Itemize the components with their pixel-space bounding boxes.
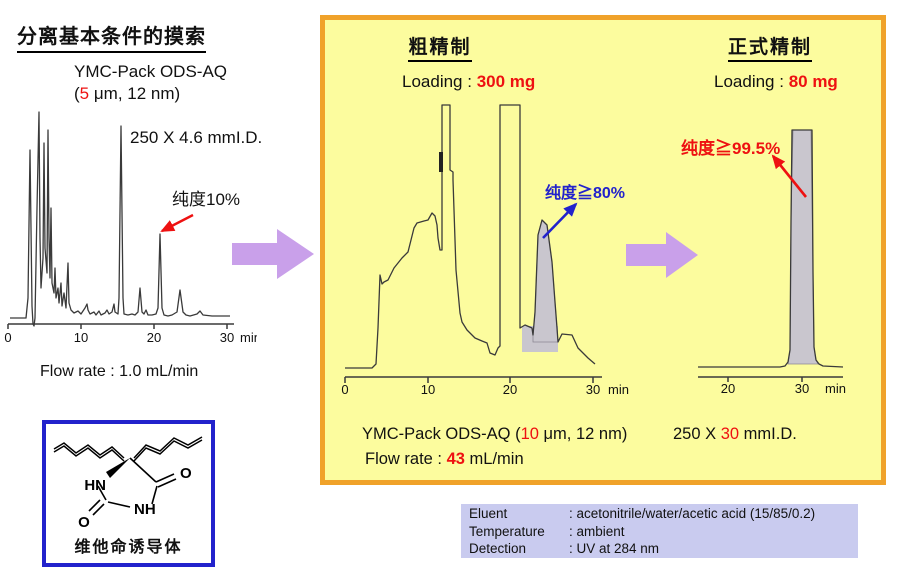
- atom-labels: HN NH O O: [78, 465, 192, 530]
- crude-chromatogram-chart: 0 10 20 30 min: [341, 104, 629, 397]
- final-loading-label: Loading : 80 mg: [714, 72, 838, 91]
- crude-purity-annotation: 纯度≧80%: [545, 185, 626, 202]
- specs-rest: μm, 12 nm): [89, 84, 181, 103]
- molecule-caption: 维他命诱导体: [74, 539, 183, 556]
- trace-artifact: [439, 152, 443, 172]
- condition-value: : acetonitrile/water/acetic acid (15/85/…: [569, 506, 816, 521]
- hydantoin-ring: [88, 457, 177, 516]
- x-unit-label: min: [608, 382, 629, 397]
- atom-hn: HN: [84, 477, 106, 494]
- atom-o1: O: [78, 514, 90, 530]
- x-tick-30: 30: [586, 382, 600, 397]
- x-axis: 20 30 min: [698, 376, 846, 396]
- condition-value: : UV at 284 nm: [569, 541, 660, 556]
- x-tick-10: 10: [74, 330, 88, 345]
- right-arrow-icon-2: [626, 232, 698, 278]
- x-unit-label: min: [825, 381, 846, 396]
- condition-row-temperature: Temperature : ambient: [469, 523, 858, 541]
- final-dimension-label: 250 X 30 mmI.D.: [673, 425, 797, 443]
- x-tick-10: 10: [421, 382, 435, 397]
- flow-rate-label-analytical: Flow rate : 1.0 mL/min: [40, 363, 199, 380]
- final-loading-value: 80 mg: [788, 72, 838, 91]
- column-dimensions-label: 250 X 4.6 mmI.D.: [130, 128, 263, 147]
- polyene-chains: [53, 436, 203, 462]
- chromatogram-trace: [698, 129, 844, 368]
- x-axis: 0 10 20 30 min: [4, 323, 257, 345]
- blue-arrow-icon: [542, 202, 578, 239]
- condition-label: Eluent: [469, 506, 508, 521]
- condition-row-detection: Detection : UV at 284 nm: [469, 540, 858, 558]
- condition-label: Detection: [469, 541, 527, 556]
- purification-process-box: [320, 15, 886, 485]
- crude-column-label: YMC-Pack ODS-AQ (10 μm, 12 nm): [362, 425, 628, 443]
- final-column-id: 30: [720, 425, 740, 443]
- analytical-chromatogram-chart: 0 10 20 30 min: [4, 111, 257, 345]
- chromatogram-trace: [10, 111, 230, 327]
- x-tick-20: 20: [721, 381, 735, 396]
- column-specs: (5 μm, 12 nm): [74, 84, 180, 104]
- atom-o2: O: [180, 465, 192, 482]
- x-tick-30: 30: [220, 330, 234, 345]
- x-tick-20: 20: [503, 382, 517, 397]
- crude-section-title: 粗精制: [360, 32, 520, 62]
- crude-particle-size: 10: [520, 425, 539, 443]
- crude-flow-value: 43: [446, 450, 465, 468]
- chromatogram-trace: [345, 104, 596, 369]
- condition-label: Temperature: [469, 523, 545, 539]
- page-title: 分离基本条件的摸索: [17, 20, 206, 53]
- crude-loading-value: 300 mg: [476, 72, 536, 91]
- red-arrow-icon: [160, 213, 194, 233]
- red-arrow-icon-2: [771, 154, 808, 198]
- right-arrow-icon: [232, 229, 314, 279]
- x-tick-30: 30: [795, 381, 809, 396]
- final-section-title: 正式精制: [690, 32, 850, 62]
- crude-loading-label: Loading : 300 mg: [402, 72, 536, 91]
- final-chromatogram-chart: 20 30 min: [698, 129, 846, 396]
- x-tick-20: 20: [147, 330, 161, 345]
- purity-annotation-analytical: 纯度10%: [172, 190, 241, 209]
- column-name: YMC-Pack ODS-AQ: [74, 62, 228, 81]
- molecule-structure-drawing: HN NH O O: [53, 436, 203, 530]
- x-axis: 0 10 20 30 min: [341, 376, 629, 397]
- atom-nh: NH: [134, 501, 156, 518]
- x-tick-0: 0: [4, 330, 11, 345]
- crude-flow-rate-label: Flow rate : 43 mL/min: [365, 450, 524, 468]
- final-purity-annotation: 纯度≧99.5%: [681, 139, 781, 158]
- condition-value: : ambient: [569, 523, 625, 539]
- x-unit-label: min: [240, 330, 257, 345]
- specs-particle-size: 5: [79, 84, 90, 103]
- x-tick-0: 0: [341, 382, 348, 397]
- conditions-box: Eluent : acetonitrile/water/acetic acid …: [461, 504, 858, 558]
- condition-row-eluent: Eluent : acetonitrile/water/acetic acid …: [469, 505, 858, 523]
- molecule-box: HN NH O O 维他命诱导体: [42, 420, 215, 567]
- specs-open: (: [74, 84, 80, 103]
